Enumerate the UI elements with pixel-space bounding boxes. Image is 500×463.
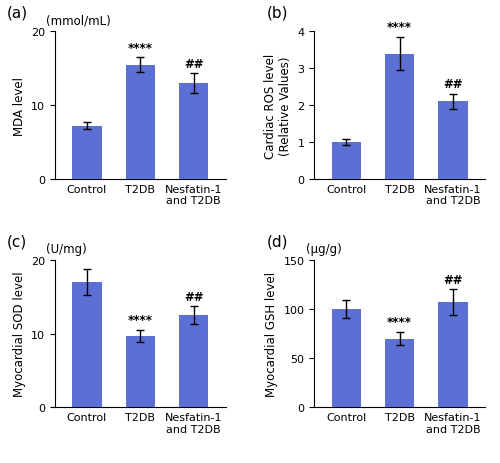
Bar bbox=[72, 126, 102, 180]
Text: ****: **** bbox=[387, 315, 412, 328]
Text: (b): (b) bbox=[266, 6, 288, 21]
Text: ##: ## bbox=[184, 58, 204, 71]
Text: ##: ## bbox=[184, 290, 204, 303]
Bar bbox=[179, 84, 208, 180]
Bar bbox=[438, 302, 468, 407]
Bar bbox=[332, 309, 361, 407]
Bar bbox=[385, 339, 414, 407]
Text: ##: ## bbox=[444, 273, 463, 286]
Bar bbox=[126, 336, 155, 407]
Text: (a): (a) bbox=[7, 6, 28, 21]
Bar bbox=[438, 102, 468, 180]
Text: ##: ## bbox=[444, 78, 463, 91]
Y-axis label: Myocardial GSH level: Myocardial GSH level bbox=[265, 271, 278, 396]
Y-axis label: Myocardial SOD level: Myocardial SOD level bbox=[12, 271, 26, 397]
Text: (mmol/mL): (mmol/mL) bbox=[46, 15, 111, 28]
Bar bbox=[72, 282, 102, 407]
Y-axis label: Cardiac ROS level
(Relative Values): Cardiac ROS level (Relative Values) bbox=[264, 53, 292, 158]
Y-axis label: MDA level: MDA level bbox=[12, 76, 26, 135]
Text: (c): (c) bbox=[7, 234, 28, 249]
Text: (d): (d) bbox=[266, 234, 288, 249]
Bar bbox=[179, 315, 208, 407]
Text: (μg/g): (μg/g) bbox=[306, 243, 342, 256]
Text: ****: **** bbox=[128, 313, 153, 326]
Text: ****: **** bbox=[128, 42, 153, 55]
Text: ****: **** bbox=[387, 21, 412, 34]
Bar bbox=[126, 65, 155, 180]
Text: (U/mg): (U/mg) bbox=[46, 243, 87, 256]
Bar bbox=[332, 143, 361, 180]
Bar bbox=[385, 55, 414, 180]
